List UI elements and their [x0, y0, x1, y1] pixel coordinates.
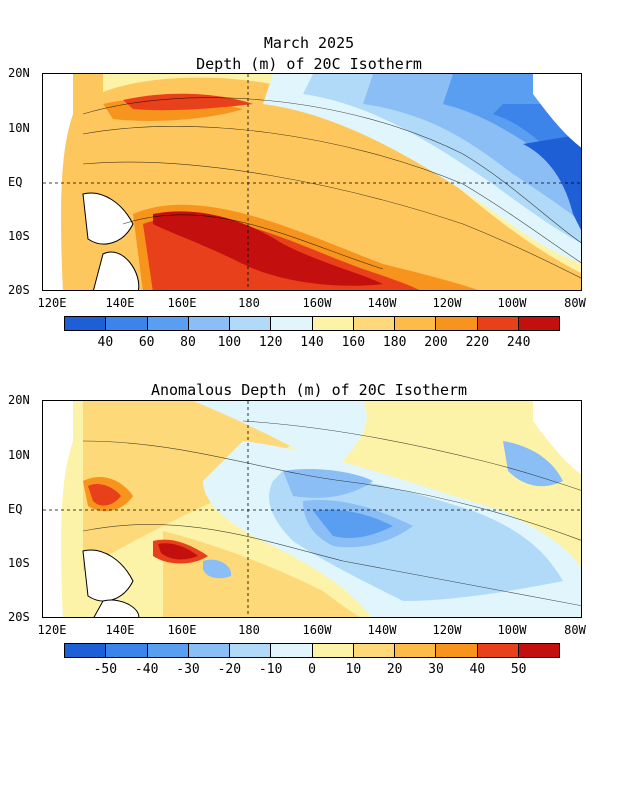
top-colorbar-label-9: 220 — [465, 335, 490, 350]
top-lon-140e: 140E — [105, 296, 135, 310]
top-colorbar-swatch-8 — [395, 317, 437, 330]
top-colorbar-swatch-3 — [188, 317, 230, 330]
top-lat-10n: 10N — [8, 121, 30, 135]
top-colorbar-swatch-7 — [353, 317, 395, 330]
bottom-lat-20s: 20S — [8, 610, 30, 624]
bottom-colorbar-label-8: 30 — [428, 662, 444, 677]
top-colorbar-swatch-1 — [106, 317, 148, 330]
bottom-title: Anomalous Depth (m) of 20C Isotherm — [150, 381, 468, 399]
top-colorbar-swatch-9 — [436, 317, 478, 330]
top-lon-120w: 120W — [432, 296, 462, 310]
bottom-colorbar-swatch-1 — [106, 644, 148, 657]
bottom-colorbar-label-0: -50 — [93, 662, 118, 677]
bottom-colorbar-swatch-4 — [230, 644, 272, 657]
top-colorbar-swatch-4 — [230, 317, 272, 330]
top-lat-20n: 20N — [8, 66, 30, 80]
bottom-lon-160e: 160E — [167, 623, 197, 637]
bottom-lat-10n: 10N — [8, 448, 30, 462]
bottom-lat-20n: 20N — [8, 393, 30, 407]
bottom-lon-120w: 120W — [432, 623, 462, 637]
bottom-colorbar-label-3: -20 — [217, 662, 242, 677]
top-lon-160e: 160E — [167, 296, 197, 310]
bottom-lon-80w: 80W — [564, 623, 586, 637]
top-colorbar-label-6: 160 — [341, 335, 366, 350]
top-colorbar-swatch-5 — [271, 317, 313, 330]
top-lon-180: 180 — [238, 296, 260, 310]
bottom-colorbar-swatch-11 — [518, 644, 559, 657]
bottom-colorbar-swatch-5 — [271, 644, 313, 657]
top-colorbar-swatch-0 — [65, 317, 107, 330]
top-lon-160w: 160W — [302, 296, 332, 310]
top-lat-10s: 10S — [8, 229, 30, 243]
top-colorbar-label-5: 140 — [300, 335, 324, 350]
bottom-colorbar-swatch-10 — [477, 644, 519, 657]
top-lon-80w: 80W — [564, 296, 586, 310]
top-colorbar-label-3: 100 — [217, 335, 242, 350]
top-colorbar-label-1: 60 — [138, 335, 155, 350]
top-lat-eq: EQ — [8, 175, 23, 189]
top-colorbar-label-0: 40 — [97, 335, 114, 350]
top-colorbar-swatch-11 — [518, 317, 559, 330]
top-colorbar-label-4: 120 — [258, 335, 283, 350]
top-colorbar-label-2: 80 — [180, 335, 196, 350]
bottom-lon-140w: 140W — [367, 623, 397, 637]
bottom-lon-100w: 100W — [497, 623, 527, 637]
bottom-colorbar-label-1: -40 — [134, 662, 159, 677]
bottom-colorbar — [64, 643, 560, 658]
bottom-colorbar-label-10: 50 — [510, 662, 527, 677]
top-lon-140w: 140W — [367, 296, 397, 310]
top-lon-120e: 120E — [37, 296, 67, 310]
bottom-colorbar-swatch-3 — [188, 644, 230, 657]
top-title-line2: Depth (m) of 20C Isotherm — [196, 55, 422, 73]
top-map-panel — [42, 73, 582, 291]
top-lat-20s: 20S — [8, 283, 30, 297]
bottom-colorbar-label-7: 20 — [386, 662, 403, 677]
top-title-line1: March 2025 — [263, 34, 355, 52]
bottom-lat-eq: EQ — [8, 502, 23, 516]
bottom-lon-180: 180 — [238, 623, 260, 637]
bottom-colorbar-swatch-2 — [147, 644, 189, 657]
bottom-colorbar-swatch-8 — [395, 644, 437, 657]
bottom-colorbar-swatch-7 — [353, 644, 395, 657]
top-colorbar-swatch-2 — [147, 317, 189, 330]
bottom-colorbar-swatch-0 — [65, 644, 107, 657]
bottom-colorbar-swatch-6 — [312, 644, 354, 657]
bottom-lon-120e: 120E — [37, 623, 67, 637]
bottom-colorbar-label-2: -30 — [176, 662, 200, 677]
bottom-colorbar-label-9: 40 — [469, 662, 486, 677]
bottom-lon-160w: 160W — [302, 623, 332, 637]
top-colorbar-label-10: 240 — [506, 335, 531, 350]
bottom-colorbar-swatch-9 — [436, 644, 478, 657]
top-colorbar — [64, 316, 560, 331]
top-colorbar-label-7: 180 — [382, 335, 407, 350]
bottom-colorbar-label-6: 10 — [345, 662, 362, 677]
top-colorbar-swatch-10 — [477, 317, 519, 330]
top-colorbar-label-8: 200 — [424, 335, 448, 350]
bottom-lon-140e: 140E — [105, 623, 135, 637]
bottom-lat-10s: 10S — [8, 556, 30, 570]
bottom-colorbar-label-5: 0 — [308, 662, 316, 677]
bottom-colorbar-label-4: -10 — [258, 662, 283, 677]
top-lon-100w: 100W — [497, 296, 527, 310]
bottom-map-panel — [42, 400, 582, 618]
top-colorbar-swatch-6 — [312, 317, 354, 330]
